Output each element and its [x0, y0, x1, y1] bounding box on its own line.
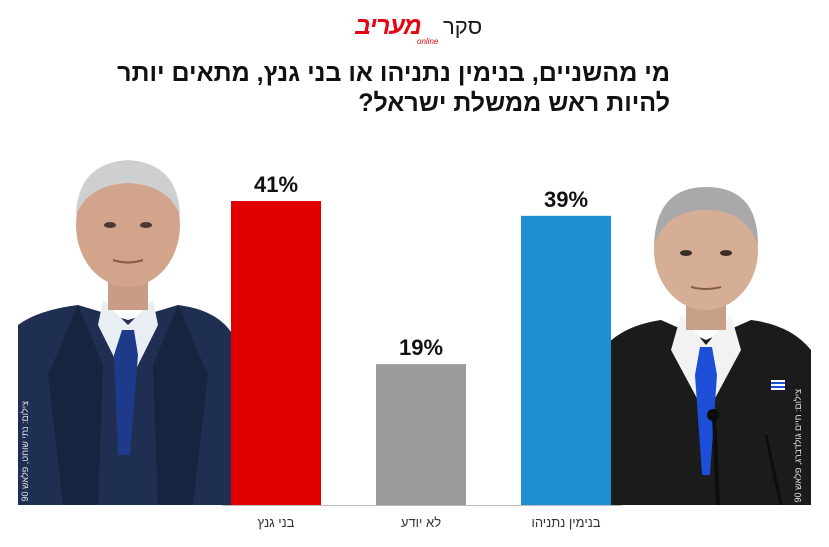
maariv-logo: מעריב online סקר [355, 12, 482, 46]
category-label-2: בנימין נתניהו [531, 515, 600, 530]
logo-online: online [417, 37, 439, 46]
logo-brand: מעריב [355, 12, 422, 40]
bar-value-label-2: 39% [544, 187, 588, 212]
title-line-2: להיות ראש ממשלת ישראל? [358, 89, 670, 117]
category-label-0: בני גנץ [258, 515, 295, 530]
header: מעריב online סקר [0, 10, 829, 46]
category-label-1: לא יודע [401, 515, 441, 530]
netanyahu-photo [606, 175, 811, 505]
bar-value-label-1: 19% [399, 335, 443, 360]
page-title: מי מהשניים, בנימין נתניהו או בני גנץ, מת… [40, 58, 670, 118]
bar-0 [231, 201, 321, 505]
bar-value-label-0: 41% [254, 172, 298, 197]
title-line-1: מי מהשניים, בנימין נתניהו או בני גנץ, מת… [117, 59, 670, 87]
bar-1 [376, 364, 466, 505]
bar-2 [521, 215, 611, 505]
gantz-photo [18, 125, 233, 505]
poll-label: סקר [443, 14, 483, 39]
